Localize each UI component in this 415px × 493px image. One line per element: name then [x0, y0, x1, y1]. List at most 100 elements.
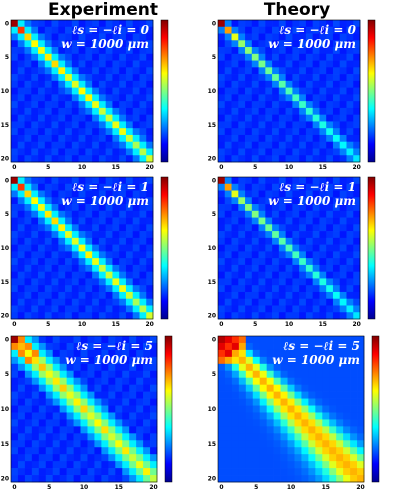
- annotation-waist: w = 1000 μm: [61, 194, 149, 208]
- heatmap-cell: [51, 33, 59, 41]
- heatmap-cell: [132, 177, 140, 185]
- heatmap-cell: [45, 391, 54, 399]
- heatmap-cell: [339, 114, 347, 122]
- heatmap-cell: [280, 433, 288, 441]
- heatmap-cell: [31, 217, 39, 225]
- heatmap-cell: [51, 20, 59, 28]
- heatmap-cell: [353, 231, 361, 239]
- heatmap-cell: [66, 370, 74, 379]
- heatmap-cell: [308, 475, 316, 483]
- x-tick-label: 5: [46, 321, 50, 328]
- heatmap-cell: [315, 349, 323, 358]
- heatmap-cell: [238, 278, 246, 286]
- heatmap-cell: [319, 285, 327, 293]
- heatmap-cell: [273, 447, 281, 455]
- heatmap-cell: [139, 251, 147, 259]
- heatmap-cell: [11, 155, 19, 163]
- y-tick-label: 0: [212, 20, 216, 27]
- heatmap-cell: [218, 148, 226, 156]
- heatmap-cell: [346, 107, 354, 116]
- heatmap-cell: [24, 454, 33, 462]
- heatmap-cell: [31, 419, 40, 427]
- heatmap-cell: [350, 370, 358, 379]
- x-tick-label: 20: [149, 484, 157, 491]
- heatmap-cell: [238, 177, 246, 185]
- heatmap-cell: [24, 190, 32, 198]
- heatmap-cell: [24, 224, 32, 232]
- heatmap-cell: [45, 426, 54, 434]
- heatmap-cell: [51, 224, 59, 232]
- heatmap-cell: [80, 356, 88, 365]
- heatmap-cell: [339, 74, 347, 82]
- heatmap-cell: [285, 53, 293, 61]
- heatmap-cell: [31, 101, 39, 109]
- heatmap-cell: [278, 20, 286, 28]
- heatmap-cell: [58, 87, 66, 95]
- heatmap-cell: [105, 20, 113, 28]
- heatmap-cell: [252, 461, 261, 469]
- heatmap-cell: [251, 128, 259, 136]
- heatmap-cell: [265, 278, 273, 286]
- heatmap-cell: [292, 197, 300, 205]
- heatmap-cell: [357, 384, 365, 392]
- heatmap-cell: [245, 183, 253, 191]
- heatmap-cell: [38, 107, 46, 116]
- heatmap-cell: [119, 60, 127, 68]
- heatmap-cell: [139, 114, 147, 122]
- heatmap-cell: [132, 74, 140, 82]
- heatmap-cell: [92, 148, 100, 156]
- heatmap-cell: [301, 475, 309, 483]
- heatmap-cell: [139, 141, 147, 149]
- heatmap-cell: [17, 148, 25, 156]
- heatmap-cell: [294, 356, 302, 365]
- heatmap-cell: [332, 155, 341, 163]
- heatmap-cell: [329, 391, 337, 399]
- heatmap-cell: [139, 177, 147, 185]
- heatmap-cell: [119, 190, 127, 198]
- heatmap-cell: [38, 155, 46, 163]
- heatmap-cell: [24, 80, 32, 88]
- heatmap-cell: [245, 384, 254, 392]
- heatmap-cell: [265, 271, 273, 279]
- heatmap-cell: [343, 370, 351, 379]
- heatmap-cell: [58, 33, 66, 41]
- heatmap-cell: [238, 461, 247, 469]
- heatmap-cell: [31, 177, 39, 185]
- heatmap-cell: [11, 231, 19, 239]
- heatmap-cell: [329, 398, 337, 406]
- heatmap-cell: [119, 80, 127, 88]
- heatmap-cell: [292, 20, 300, 28]
- heatmap-cell: [105, 278, 113, 286]
- heatmap-cell: [119, 33, 127, 41]
- heatmap-cell: [319, 298, 327, 306]
- heatmap-cell: [129, 356, 137, 365]
- heatmap-cell: [31, 468, 40, 476]
- heatmap-cell: [332, 305, 341, 313]
- heatmap-cell: [150, 461, 158, 469]
- heatmap-cell: [112, 177, 120, 185]
- heatmap-cell: [24, 349, 33, 358]
- heatmap-cell: [17, 20, 25, 28]
- heatmap-cell: [92, 312, 100, 320]
- heatmap-cell: [31, 121, 39, 129]
- heatmap-cell: [266, 461, 274, 469]
- heatmap-cell: [92, 40, 100, 48]
- heatmap-cell: [24, 384, 33, 392]
- heatmap-cell: [58, 26, 66, 34]
- heatmap-cell: [101, 370, 109, 379]
- heatmap-cell: [231, 134, 239, 143]
- heatmap-cell: [292, 141, 300, 149]
- colorbar: [160, 19, 169, 163]
- heatmap-cell: [78, 134, 86, 143]
- heatmap-cell: [224, 74, 232, 82]
- x-tick-label: 5: [253, 164, 257, 171]
- heatmap-cell: [119, 53, 127, 61]
- heatmap-cell: [139, 33, 147, 41]
- heatmap-cell: [125, 94, 134, 102]
- heatmap-cell: [319, 40, 327, 48]
- heatmap-cell: [278, 305, 286, 313]
- heatmap-cell: [112, 80, 120, 88]
- heatmap-cell: [87, 405, 95, 413]
- heatmap-cell: [224, 26, 232, 34]
- heatmap-cell: [146, 251, 154, 259]
